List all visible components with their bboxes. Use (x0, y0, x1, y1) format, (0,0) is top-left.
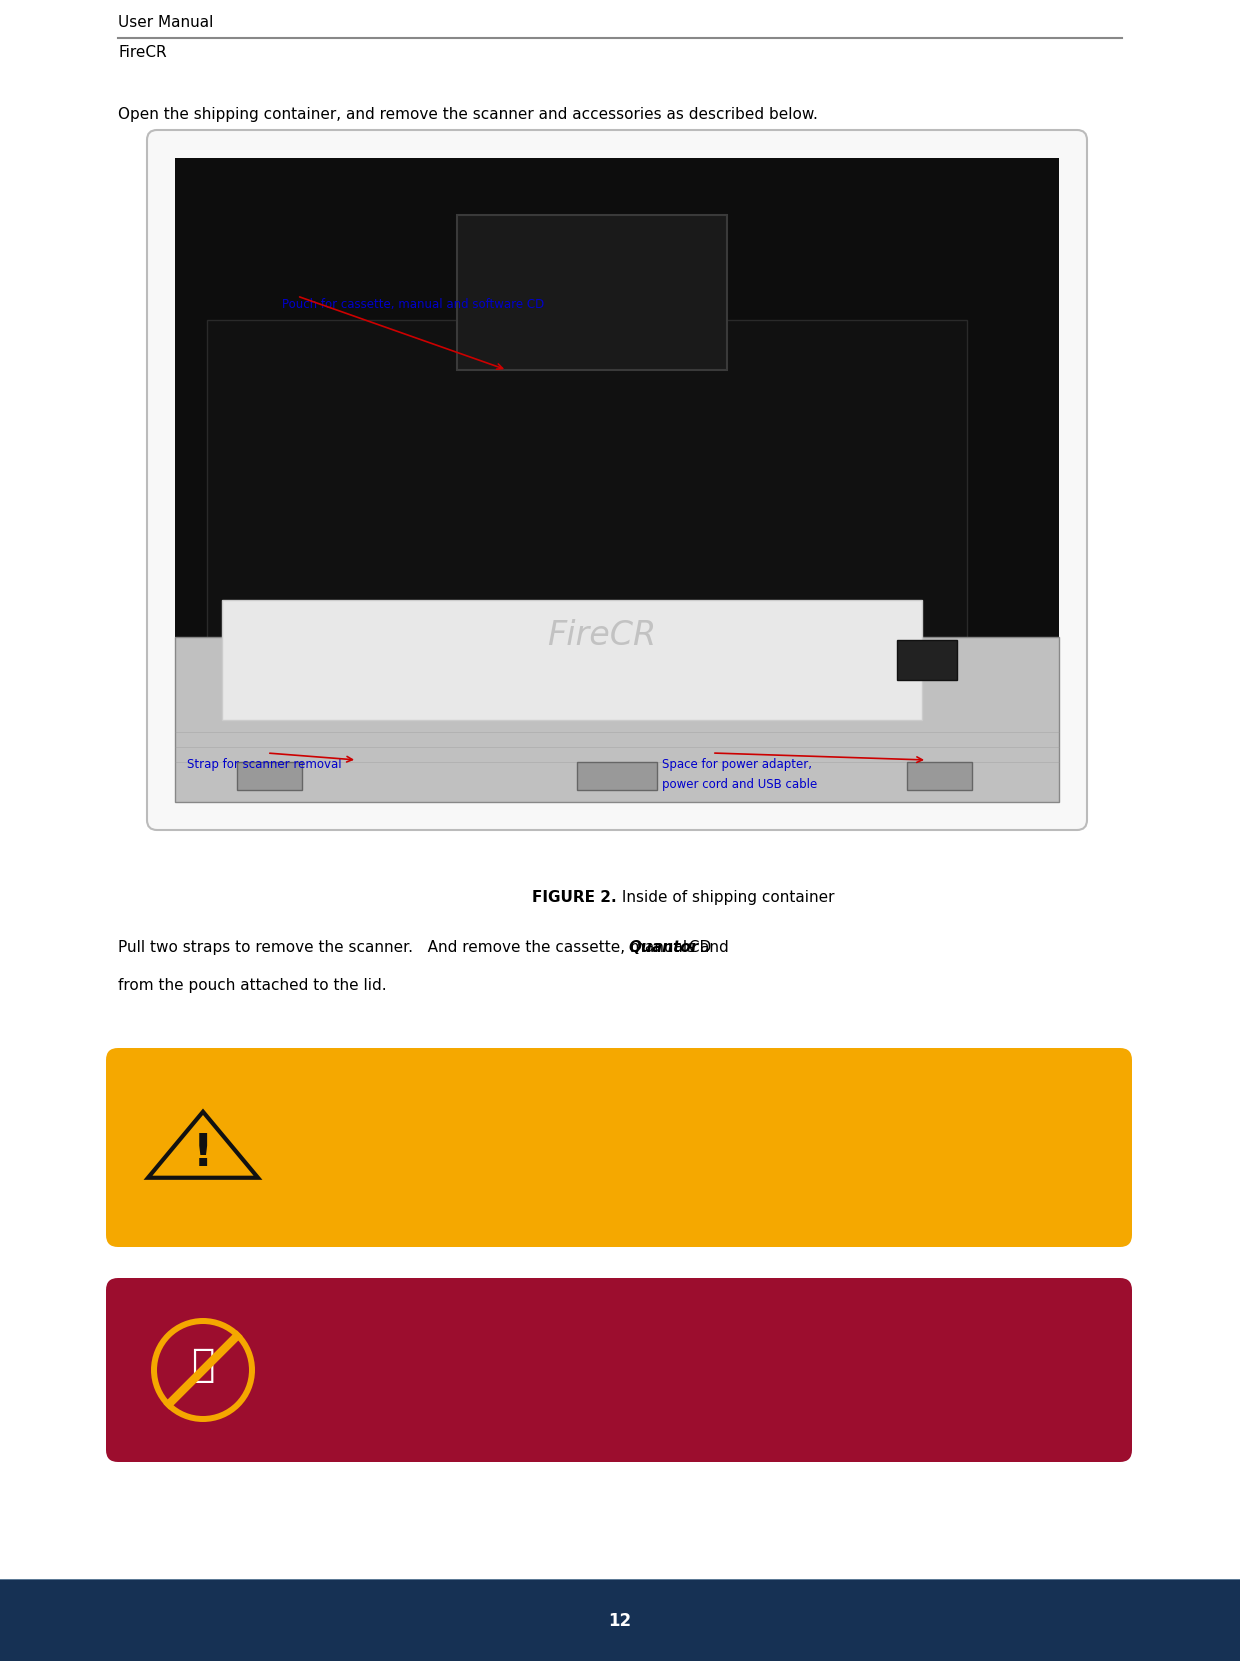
Text: Weight of the scanner is approximately 30kg (65lbs), and it: Weight of the scanner is approximately 3… (303, 1360, 759, 1375)
Circle shape (157, 1324, 249, 1415)
Text: !: ! (192, 1131, 213, 1174)
Text: needs to be returned to manufacturer or one of its: needs to be returned to manufacturer or … (396, 1124, 789, 1139)
Text: Strap for scanner removal: Strap for scanner removal (187, 757, 342, 771)
Bar (897, 639, 957, 679)
Text: FireCR: FireCR (547, 620, 656, 653)
Text: WARNING: WARNING (303, 1090, 402, 1108)
Bar (906, 762, 972, 791)
Text: User Manual: User Manual (118, 15, 213, 30)
Text: FIGURE 2.: FIGURE 2. (532, 890, 618, 905)
Bar (222, 600, 923, 719)
Text: If the: If the (303, 1124, 347, 1139)
Text: Pouch for cassette, manual and software CD: Pouch for cassette, manual and software … (281, 297, 544, 311)
Bar (175, 638, 1059, 802)
Bar (237, 762, 303, 791)
FancyBboxPatch shape (105, 1277, 1132, 1462)
Text: Inside of shipping container: Inside of shipping container (618, 890, 835, 905)
Text: FireCR: FireCR (348, 1124, 405, 1139)
FancyBboxPatch shape (105, 1048, 1132, 1247)
Polygon shape (148, 1111, 258, 1178)
Text: Quantor: Quantor (629, 940, 699, 955)
Text: requires two persons to lift.: requires two persons to lift. (303, 1390, 513, 1405)
Text: Pull two straps to remove the scanner.   And remove the cassette, manuals and: Pull two straps to remove the scanner. A… (118, 940, 734, 955)
Text: power cord and USB cable: power cord and USB cable (662, 777, 817, 791)
Text: representatives, the scanner must be repacked in the original: representatives, the scanner must be rep… (303, 1154, 777, 1169)
Bar (207, 321, 967, 659)
Text: from the pouch attached to the lid.: from the pouch attached to the lid. (118, 978, 387, 993)
Text: 🤚: 🤚 (191, 1345, 215, 1384)
Text: DANGER: DANGER (303, 1325, 388, 1344)
Text: container with all accessories.: container with all accessories. (303, 1184, 534, 1199)
Bar (175, 158, 1059, 802)
Text: 12: 12 (609, 1611, 631, 1629)
Text: Open the shipping container, and remove the scanner and accessories as described: Open the shipping container, and remove … (118, 106, 818, 121)
Bar (458, 214, 727, 370)
Bar (0, 1580, 1240, 1661)
Text: CD: CD (683, 940, 711, 955)
FancyBboxPatch shape (148, 130, 1087, 830)
Bar (577, 762, 657, 791)
Circle shape (151, 1317, 255, 1422)
Text: FireCR: FireCR (118, 45, 166, 60)
Text: Space for power adapter,: Space for power adapter, (662, 757, 812, 771)
